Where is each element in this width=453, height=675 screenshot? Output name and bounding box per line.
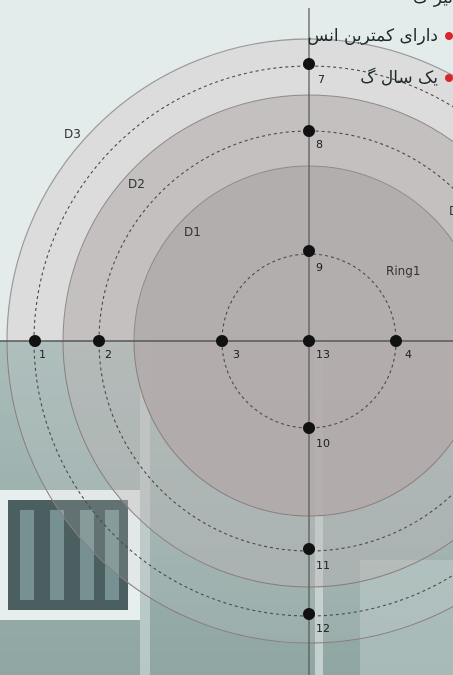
point-9 [303,245,315,257]
point-label-7: 7 [318,73,325,86]
point-4 [390,335,402,347]
point-label-10: 10 [316,437,330,450]
point-label-12: 12 [316,622,330,635]
point-label-4: 4 [405,348,412,361]
point-label-2: 2 [105,348,112,361]
point-8 [303,125,315,137]
point-3 [216,335,228,347]
point-label-11: 11 [316,559,330,572]
point-13 [303,335,315,347]
zone-label-d1: D1 [184,225,201,239]
zone-label-d3: D3 [64,127,81,141]
bullet-item: دارای کمترین انس [307,26,453,46]
point-11 [303,543,315,555]
zone-label-d2: D2 [128,177,145,191]
point-1 [29,335,41,347]
photo-pole [140,341,150,675]
point-label-3: 3 [233,348,240,361]
point-label-1: 1 [39,348,46,361]
point-label-8: 8 [316,138,323,151]
bullet-dot-icon [445,32,453,40]
point-label-9: 9 [316,261,323,274]
bullet-dot-icon [445,74,453,82]
point-label-13: 13 [316,348,330,361]
point-10 [303,422,315,434]
zone-label-cut: D [449,204,453,218]
zone-label-ring1: Ring1 [386,264,421,278]
bullet-item: یک سال گ [360,68,453,88]
point-2 [93,335,105,347]
header-cut-text: نیز گ [413,0,453,8]
bullet-text: یک سال گ [360,68,438,88]
point-12 [303,608,315,620]
point-7 [303,58,315,70]
bullet-text: دارای کمترین انس [307,26,438,46]
